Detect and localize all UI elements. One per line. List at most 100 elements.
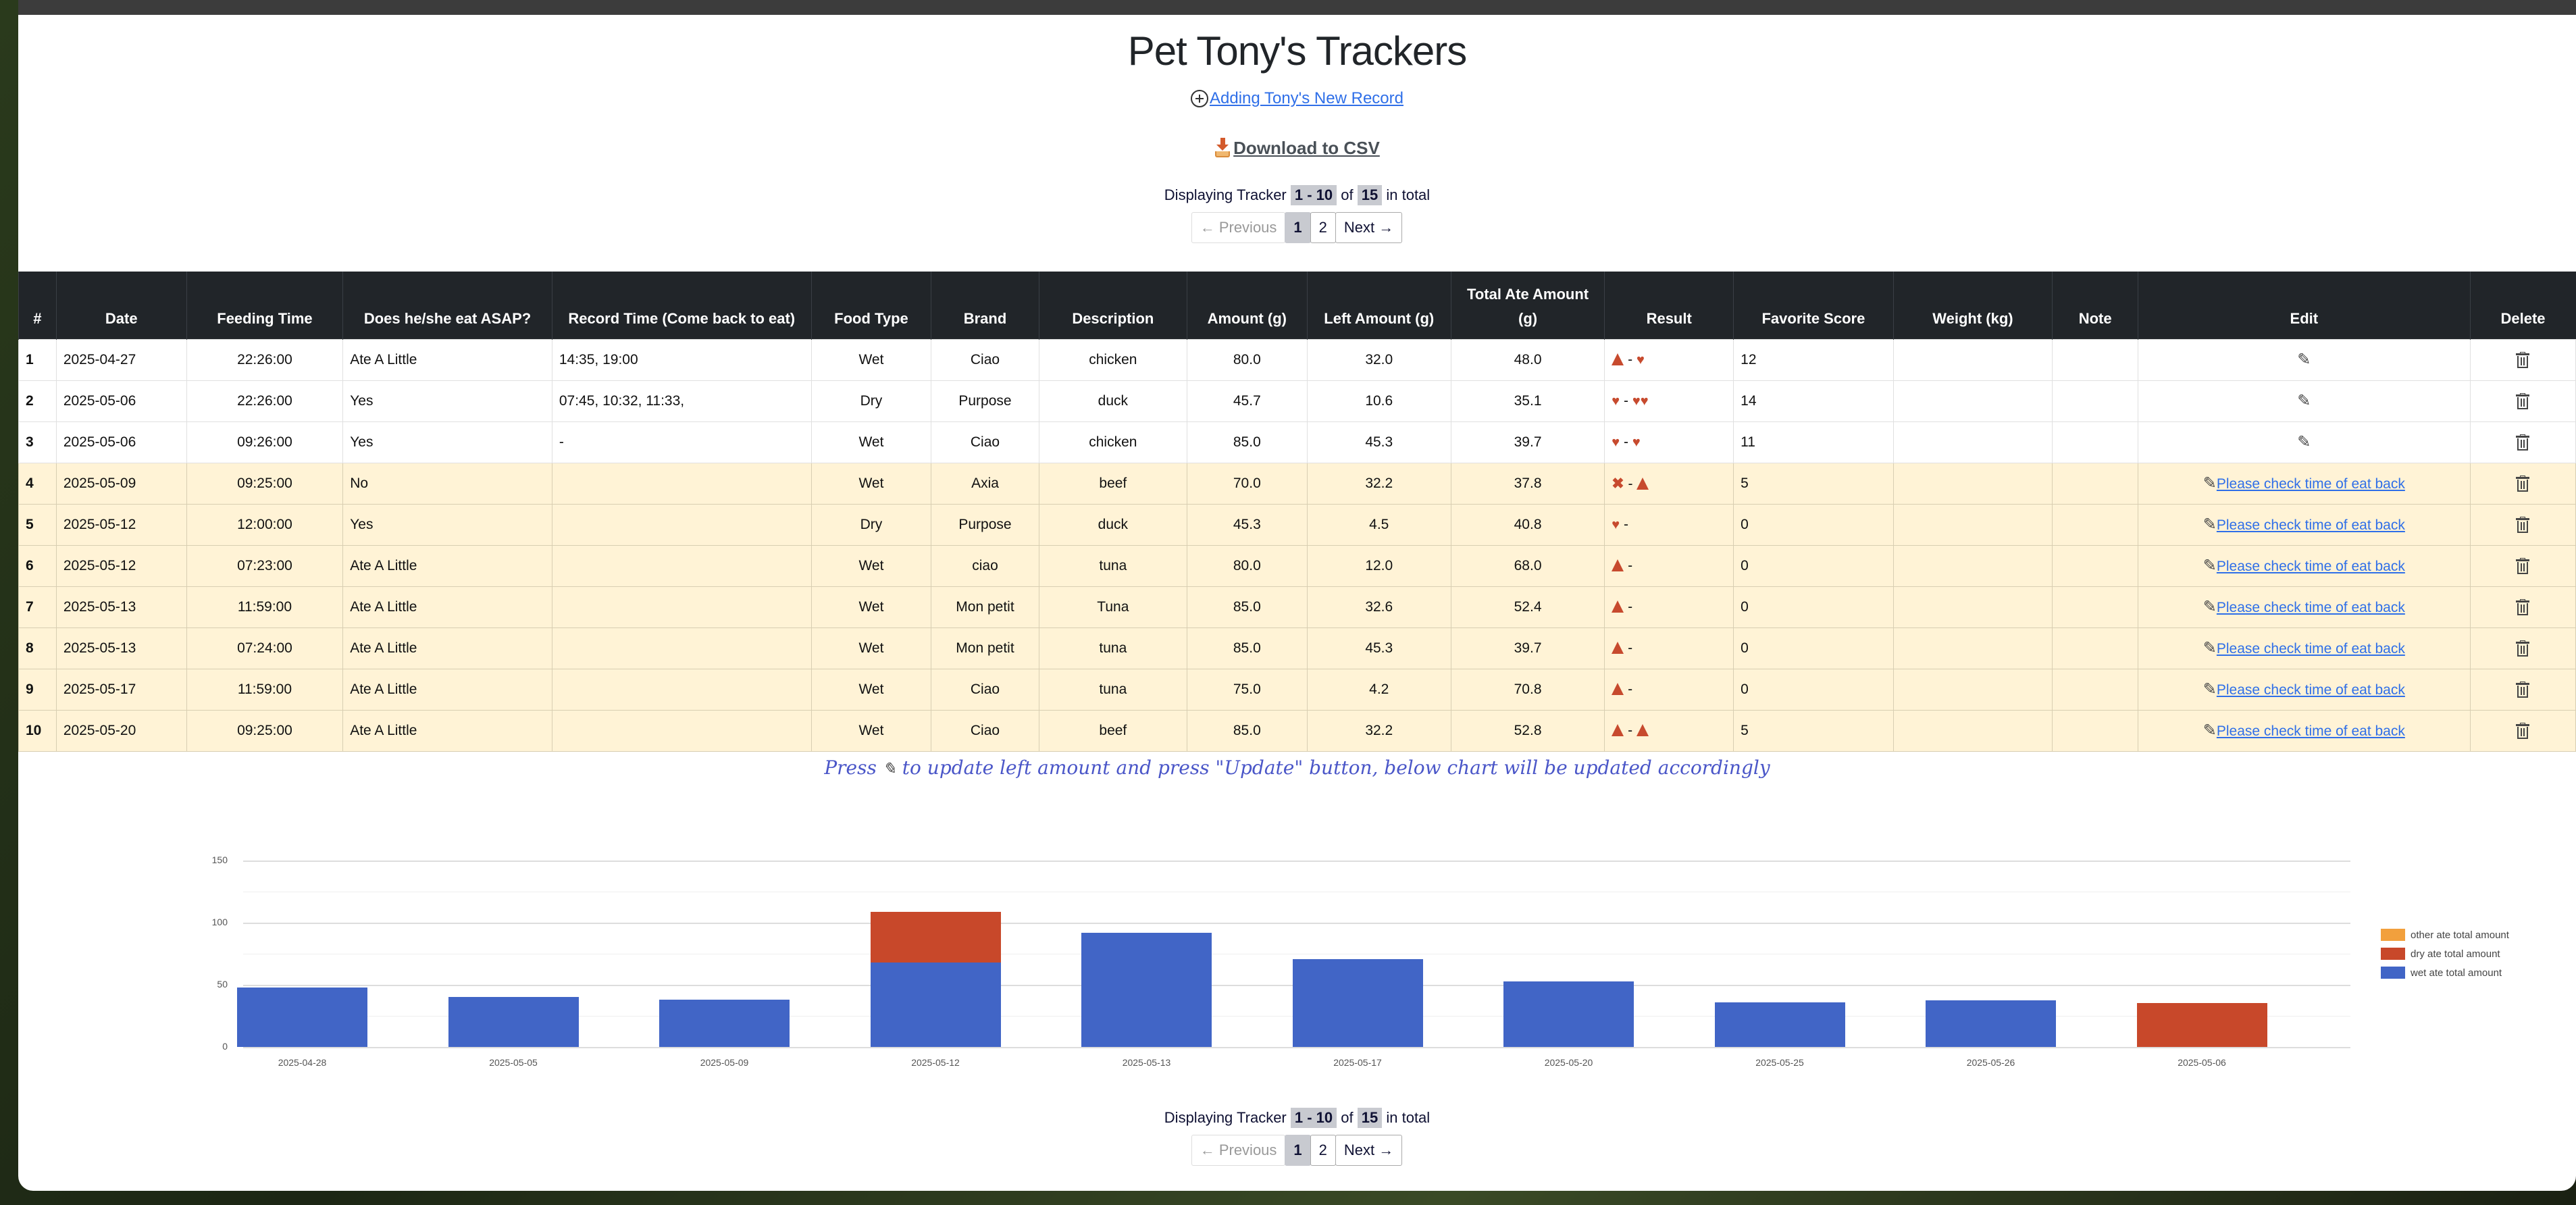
legend-item[interactable]: wet ate total amount	[2381, 963, 2509, 982]
chart-bar[interactable]	[1292, 958, 1423, 1047]
row-number: 3	[18, 421, 57, 463]
trash-icon[interactable]	[2516, 557, 2530, 574]
next-page-button[interactable]: Next →	[1335, 1135, 1403, 1166]
check-time-link[interactable]: Please check time of eat back	[2216, 641, 2405, 657]
chart-bar[interactable]	[1503, 981, 1634, 1047]
brand-cell: Purpose	[931, 380, 1039, 422]
trash-icon[interactable]	[2516, 598, 2530, 615]
delete-cell	[2469, 586, 2576, 628]
display-of: of	[1341, 1109, 1354, 1126]
weight-cell	[1892, 627, 2053, 669]
amount-cell: 85.0	[1186, 586, 1308, 628]
trash-icon[interactable]	[2516, 434, 2530, 451]
trash-icon[interactable]	[2516, 392, 2530, 409]
x-tick-label: 2025-05-20	[1544, 1057, 1593, 1068]
trash-icon[interactable]	[2516, 681, 2530, 698]
display-prefix: Displaying Tracker	[1164, 186, 1287, 203]
pencil-icon[interactable]: ✎	[2297, 433, 2311, 451]
trash-icon[interactable]	[2516, 640, 2530, 657]
download-csv-link[interactable]: Download to CSV	[1233, 138, 1380, 158]
weight-cell	[1892, 586, 2053, 628]
page-header: Pet Tony's Trackers Adding Tony's New Re…	[18, 27, 2576, 243]
pencil-icon[interactable]: ✎	[2203, 515, 2217, 534]
brand-cell: Axia	[931, 462, 1039, 505]
row-number: 4	[18, 462, 57, 505]
brand-cell: Mon petit	[931, 586, 1039, 628]
chart-bar[interactable]	[448, 997, 579, 1047]
eat-asap-cell: Ate A Little	[342, 338, 552, 381]
previous-page-button[interactable]: ← Previous	[1191, 1135, 1286, 1166]
record-time-cell	[551, 462, 812, 505]
legend-swatch	[2381, 967, 2405, 979]
chart-bar[interactable]	[1081, 932, 1212, 1047]
food-type-cell: Wet	[810, 586, 932, 628]
chart-bar[interactable]	[870, 962, 1001, 1047]
pencil-icon[interactable]: ✎	[2203, 474, 2217, 492]
chart-bar[interactable]	[237, 987, 367, 1047]
chart-bar[interactable]	[659, 1000, 790, 1047]
page-2-button[interactable]: 2	[1310, 1135, 1336, 1166]
previous-page-button[interactable]: ← Previous	[1191, 212, 1286, 243]
check-time-link[interactable]: Please check time of eat back	[2216, 559, 2405, 574]
red-triangle-icon	[1612, 641, 1624, 654]
chart-bar[interactable]	[1926, 1000, 2056, 1047]
gridline	[243, 861, 2350, 862]
date-cell: 2025-04-27	[55, 338, 187, 381]
total-ate-cell: 40.8	[1450, 503, 1605, 546]
amount-cell: 70.0	[1186, 462, 1308, 505]
add-record-link[interactable]: Adding Tony's New Record	[1210, 89, 1403, 107]
legend-item[interactable]: dry ate total amount	[2381, 944, 2509, 963]
pencil-icon: ✎	[882, 759, 896, 778]
check-time-link[interactable]: Please check time of eat back	[2216, 517, 2405, 533]
page-1-button[interactable]: 1	[1285, 212, 1311, 243]
pencil-icon[interactable]: ✎	[2203, 721, 2217, 740]
legend-item[interactable]: other ate total amount	[2381, 925, 2509, 944]
pencil-icon[interactable]: ✎	[2203, 598, 2217, 616]
pagination-bottom: ← Previous 1 2 Next →	[18, 1135, 2576, 1166]
amount-cell: 85.0	[1186, 627, 1308, 669]
weight-cell	[1892, 709, 2053, 752]
pencil-icon[interactable]: ✎	[2203, 639, 2217, 657]
col-header-eat-asap: Does he/she eat ASAP?	[342, 272, 552, 339]
download-icon[interactable]	[1214, 136, 1231, 158]
description-cell: beef	[1038, 462, 1187, 505]
pencil-icon[interactable]: ✎	[2203, 680, 2217, 698]
x-tick-label: 2025-05-25	[1755, 1057, 1804, 1068]
description-cell: duck	[1038, 503, 1187, 546]
delete-cell	[2469, 503, 2576, 546]
food-type-cell: Wet	[810, 338, 932, 381]
brand-cell: Ciao	[931, 668, 1039, 711]
heart-icon: ♥	[1636, 352, 1645, 367]
page-2-button[interactable]: 2	[1310, 212, 1336, 243]
pencil-icon[interactable]: ✎	[2297, 351, 2311, 369]
next-page-button[interactable]: Next →	[1335, 212, 1403, 243]
weight-cell	[1892, 380, 2053, 422]
check-time-link[interactable]: Please check time of eat back	[2216, 723, 2405, 739]
weight-cell	[1892, 668, 2053, 711]
record-time-cell: 07:45, 10:32, 11:33,	[551, 380, 812, 422]
check-time-link[interactable]: Please check time of eat back	[2216, 476, 2405, 492]
page-1-button[interactable]: 1	[1285, 1135, 1311, 1166]
description-cell: tuna	[1038, 627, 1187, 669]
trash-icon[interactable]	[2516, 351, 2530, 368]
col-header-favorite-score: Favorite Score	[1733, 272, 1894, 339]
trash-icon[interactable]	[2516, 516, 2530, 533]
red-triangle-icon	[1612, 600, 1624, 613]
result-separator: -	[1624, 722, 1637, 738]
x-tick-label: 2025-05-13	[1122, 1057, 1171, 1068]
chart-bar[interactable]	[870, 911, 1001, 963]
pencil-icon[interactable]: ✎	[2297, 392, 2311, 410]
check-time-link[interactable]: Please check time of eat back	[2216, 682, 2405, 698]
col-header-edit: Edit	[2138, 272, 2471, 339]
col-header-weight: Weight (kg)	[1892, 272, 2053, 339]
chart-bar[interactable]	[2136, 1003, 2267, 1047]
trash-icon[interactable]	[2516, 722, 2530, 739]
pencil-icon[interactable]: ✎	[2203, 557, 2217, 575]
col-header-description: Description	[1038, 272, 1187, 339]
edit-cell: ✎	[2138, 421, 2471, 463]
check-time-link[interactable]: Please check time of eat back	[2216, 600, 2405, 615]
chart-bar[interactable]	[1714, 1002, 1845, 1047]
plus-circle-icon[interactable]	[1191, 90, 1209, 107]
trash-icon[interactable]	[2516, 475, 2530, 492]
result-cell: -	[1604, 544, 1734, 587]
